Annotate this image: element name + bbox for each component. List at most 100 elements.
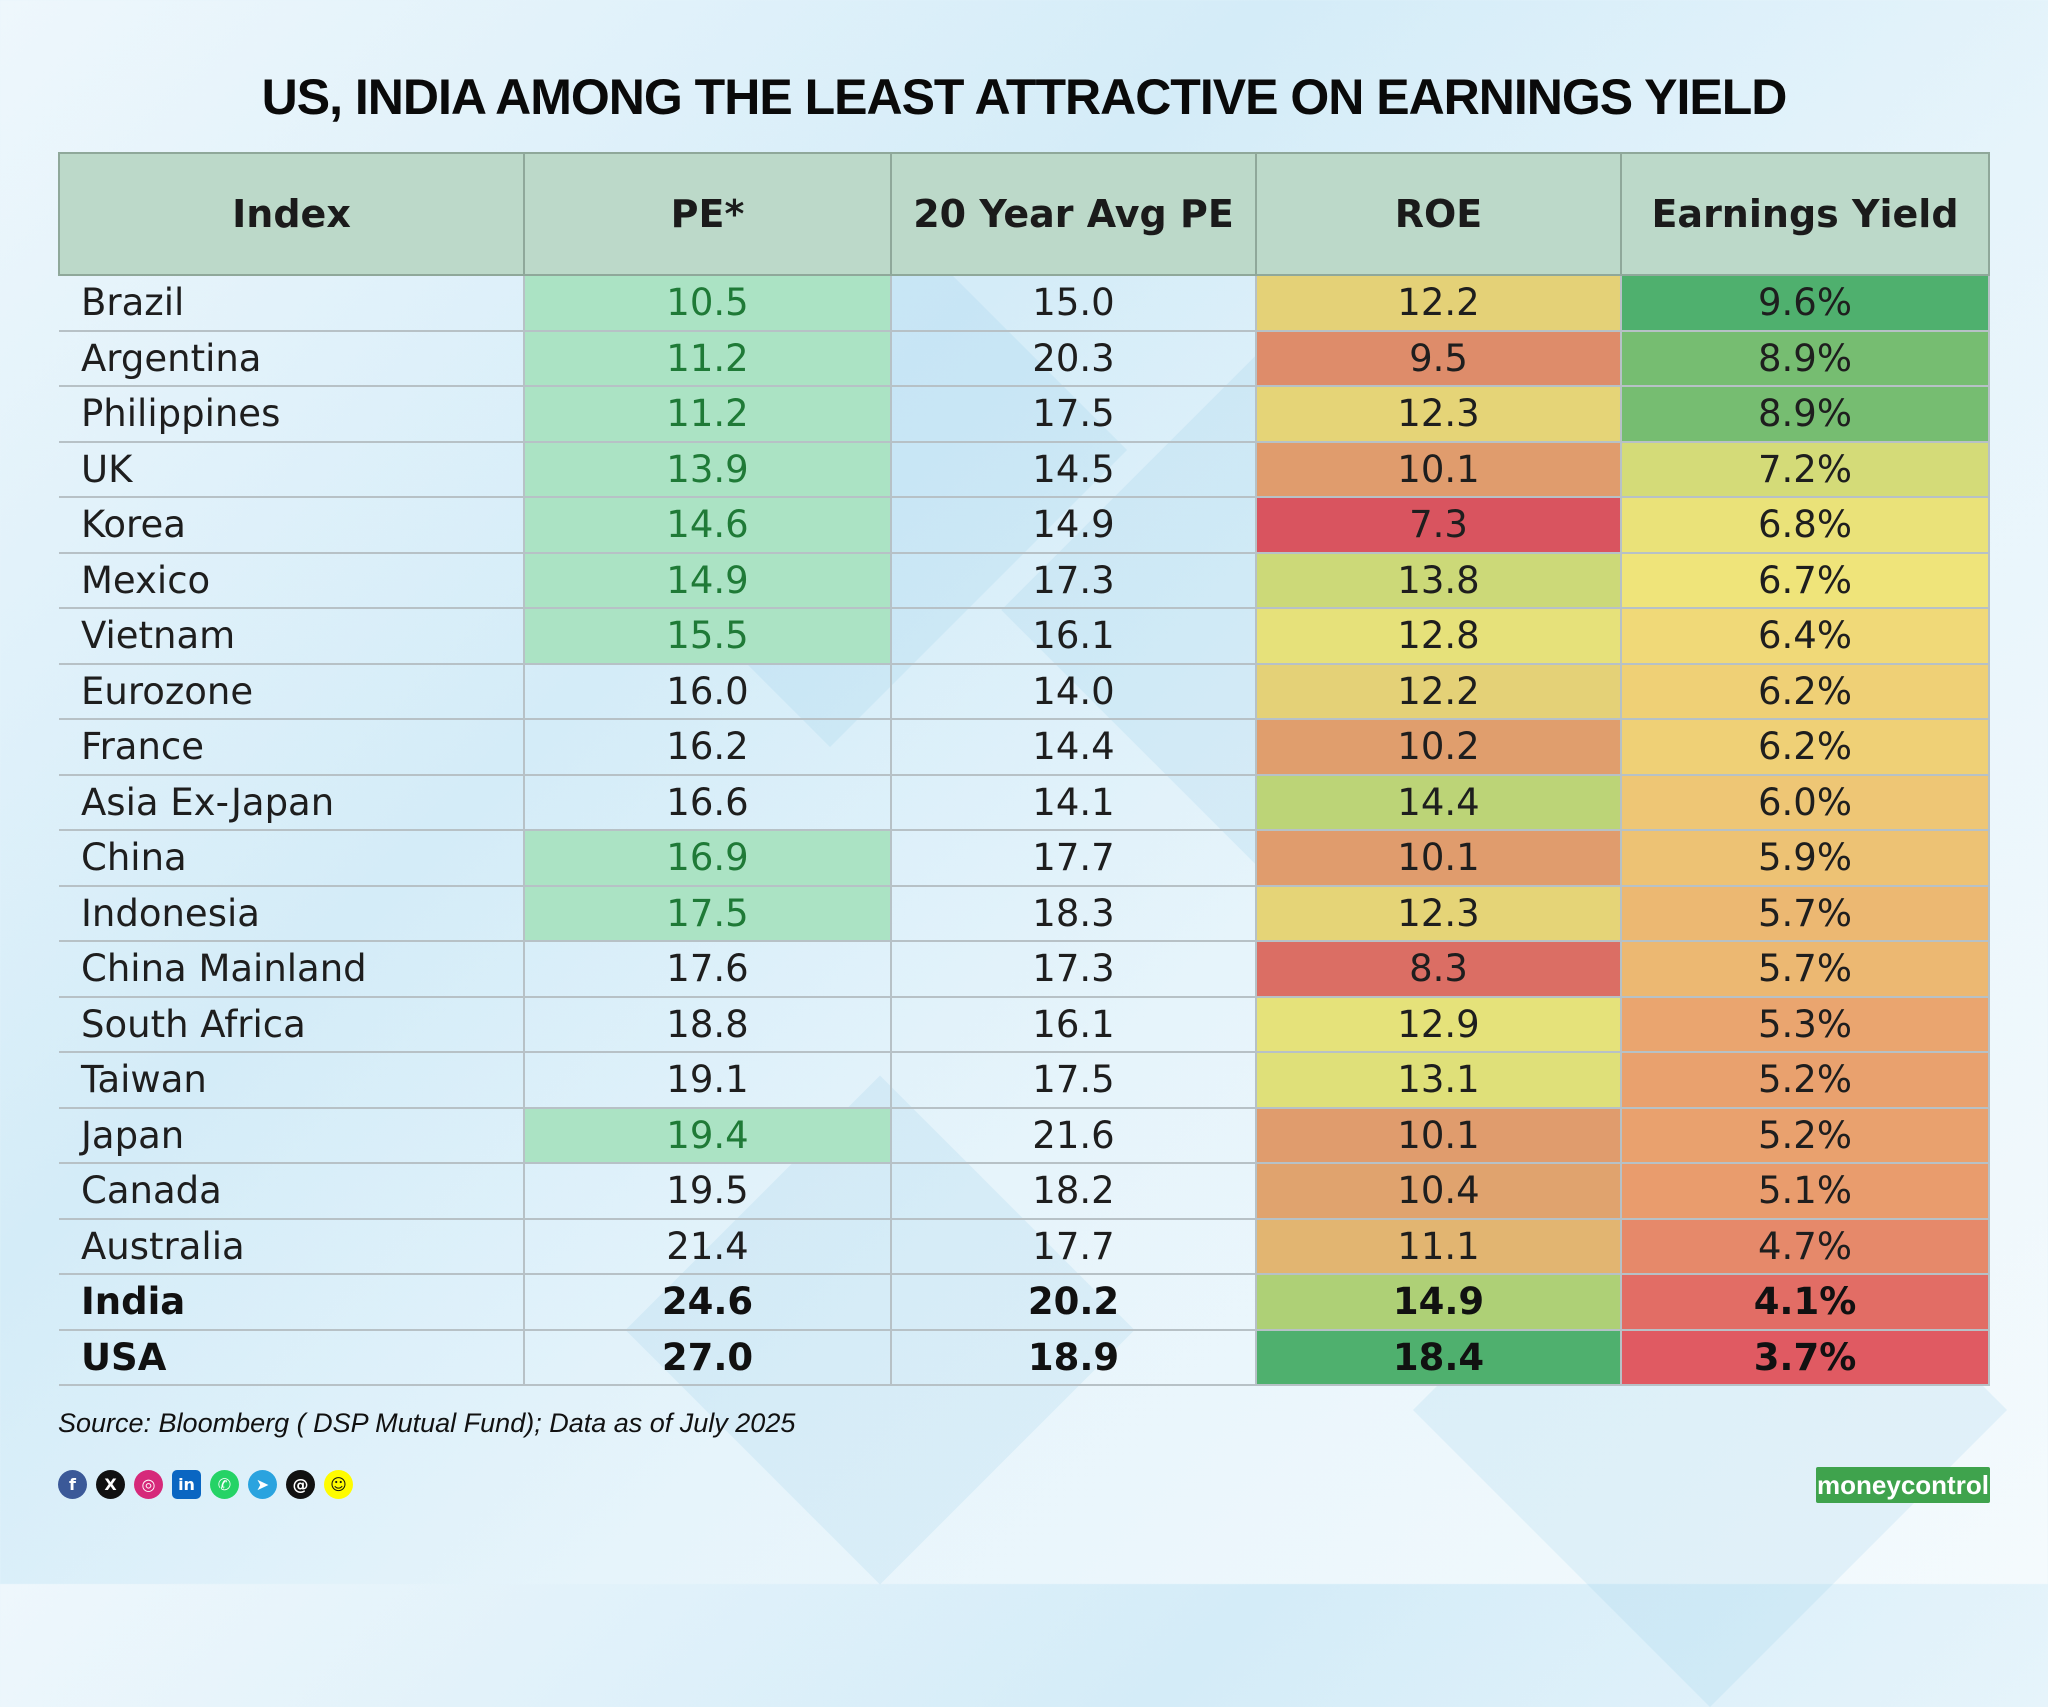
cell-index: France [59,719,525,776]
cell-roe: 13.1 [1256,1052,1622,1109]
cell-roe: 12.3 [1256,885,1622,942]
cell-avg-pe: 14.5 [891,441,1257,498]
cell-pe: 11.2 [524,330,892,387]
cell-pe: 19.1 [524,1052,892,1109]
cell-earnings-yield: 8.9% [1621,330,1990,387]
table-row: Indonesia 17.5 18.3 12.3 5.7% [59,885,1990,942]
table-row: France 16.2 14.4 10.2 6.2% [59,719,1990,776]
social-icons: f X ◎ in ✆ ➤ @ ☺ [58,1470,353,1499]
cell-index: USA [59,1329,525,1386]
cell-index: Canada [59,1163,525,1220]
header-roe: ROE [1255,152,1622,276]
cell-roe: 10.1 [1256,441,1622,498]
cell-pe: 11.2 [524,386,892,443]
cell-earnings-yield: 3.7% [1621,1329,1990,1386]
header-index: Index [58,152,525,276]
cell-earnings-yield: 6.4% [1621,608,1990,665]
table-row: Eurozone 16.0 14.0 12.2 6.2% [59,663,1990,720]
cell-avg-pe: 17.7 [891,1218,1257,1275]
cell-avg-pe: 17.5 [891,1052,1257,1109]
whatsapp-icon[interactable]: ✆ [210,1470,239,1499]
cell-pe: 27.0 [524,1329,892,1386]
cell-index: Indonesia [59,885,525,942]
cell-index: Brazil [59,275,525,332]
cell-avg-pe: 14.1 [891,774,1257,831]
cell-roe: 10.1 [1256,830,1622,887]
cell-pe: 10.5 [524,275,892,332]
cell-roe: 14.9 [1256,1274,1622,1331]
cell-earnings-yield: 5.2% [1621,1107,1990,1164]
cell-pe: 13.9 [524,441,892,498]
cell-earnings-yield: 6.7% [1621,552,1990,609]
cell-earnings-yield: 5.1% [1621,1163,1990,1220]
chart-title: US, INDIA AMONG THE LEAST ATTRACTIVE ON … [261,69,1788,125]
table-row: Australia 21.4 17.7 11.1 4.7% [59,1218,1990,1275]
header-earnings-yield: Earnings Yield [1620,152,1990,276]
cell-pe: 16.0 [524,663,892,720]
valuation-table: Index PE* 20 Year Avg PE ROE Earnings Yi… [58,152,1990,1386]
cell-avg-pe: 17.3 [891,941,1257,998]
cell-avg-pe: 17.3 [891,552,1257,609]
cell-earnings-yield: 9.6% [1621,275,1990,332]
table-row: China 16.9 17.7 10.1 5.9% [59,830,1990,887]
threads-icon[interactable]: @ [286,1470,315,1499]
cell-index: Vietnam [59,608,525,665]
cell-avg-pe: 14.4 [891,719,1257,776]
cell-pe: 24.6 [524,1274,892,1331]
cell-roe: 18.4 [1256,1329,1622,1386]
moneycontrol-logo: moneycontrol [1816,1467,1990,1503]
cell-earnings-yield: 5.7% [1621,941,1990,998]
cell-index: Eurozone [59,663,525,720]
cell-earnings-yield: 6.0% [1621,774,1990,831]
table-row: Korea 14.6 14.9 7.3 6.8% [59,497,1990,554]
cell-avg-pe: 18.2 [891,1163,1257,1220]
linkedin-icon[interactable]: in [172,1470,201,1499]
table-row: Japan 19.4 21.6 10.1 5.2% [59,1107,1990,1164]
cell-pe: 19.4 [524,1107,892,1164]
table-row: Taiwan 19.1 17.5 13.1 5.2% [59,1052,1990,1109]
cell-avg-pe: 17.7 [891,830,1257,887]
cell-pe: 17.6 [524,941,892,998]
cell-index: UK [59,441,525,498]
cell-index: Philippines [59,386,525,443]
cell-pe: 17.5 [524,885,892,942]
cell-roe: 12.8 [1256,608,1622,665]
cell-index: China Mainland [59,941,525,998]
cell-index: Argentina [59,330,525,387]
table-row: Canada 19.5 18.2 10.4 5.1% [59,1163,1990,1220]
cell-avg-pe: 15.0 [891,275,1257,332]
instagram-icon[interactable]: ◎ [134,1470,163,1499]
table-header-row: Index PE* 20 Year Avg PE ROE Earnings Yi… [58,152,1990,276]
cell-avg-pe: 21.6 [891,1107,1257,1164]
cell-pe: 14.6 [524,497,892,554]
table-row: India 24.6 20.2 14.9 4.1% [59,1274,1990,1331]
cell-earnings-yield: 6.8% [1621,497,1990,554]
table-row: Vietnam 15.5 16.1 12.8 6.4% [59,608,1990,665]
table-row: Mexico 14.9 17.3 13.8 6.7% [59,552,1990,609]
cell-pe: 19.5 [524,1163,892,1220]
cell-avg-pe: 20.2 [891,1274,1257,1331]
cell-avg-pe: 14.9 [891,497,1257,554]
cell-avg-pe: 18.3 [891,885,1257,942]
x-icon[interactable]: X [96,1470,125,1499]
cell-roe: 12.9 [1256,996,1622,1053]
table-row: South Africa 18.8 16.1 12.9 5.3% [59,996,1990,1053]
cell-roe: 11.1 [1256,1218,1622,1275]
telegram-icon[interactable]: ➤ [248,1470,277,1499]
source-note: Source: Bloomberg ( DSP Mutual Fund); Da… [58,1408,796,1438]
cell-index: Mexico [59,552,525,609]
table-row: USA 27.0 18.9 18.4 3.7% [59,1329,1990,1386]
cell-roe: 12.2 [1256,275,1622,332]
cell-index: Korea [59,497,525,554]
cell-roe: 12.2 [1256,663,1622,720]
facebook-icon[interactable]: f [58,1470,87,1499]
cell-roe: 8.3 [1256,941,1622,998]
cell-earnings-yield: 5.9% [1621,830,1990,887]
cell-index: South Africa [59,996,525,1053]
cell-earnings-yield: 8.9% [1621,386,1990,443]
cell-earnings-yield: 5.3% [1621,996,1990,1053]
snapchat-icon[interactable]: ☺ [324,1470,353,1499]
cell-roe: 14.4 [1256,774,1622,831]
cell-avg-pe: 18.9 [891,1329,1257,1386]
cell-roe: 10.4 [1256,1163,1622,1220]
